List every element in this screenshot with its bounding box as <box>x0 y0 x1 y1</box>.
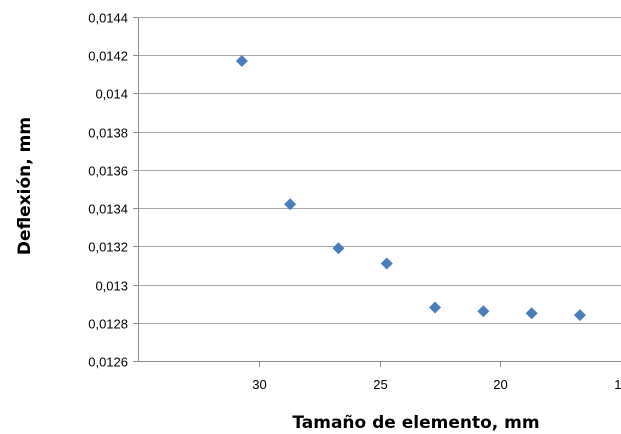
y-tick-label: 0,0132 <box>88 240 128 255</box>
data-point <box>235 54 248 67</box>
data-point <box>380 257 393 270</box>
y-tick-label: 0,0144 <box>88 11 128 26</box>
data-point <box>573 309 586 322</box>
y-tick-label: 0,0126 <box>88 355 128 370</box>
y-tick-label: 0,0136 <box>88 164 128 179</box>
x-axis-title: Tamaño de elemento, mm <box>292 413 539 433</box>
x-tick-label: 20 <box>493 377 507 392</box>
y-tick-label: 0,0142 <box>88 49 128 64</box>
x-tick-label: 25 <box>373 377 387 392</box>
data-points <box>235 54 586 322</box>
data-point <box>429 301 442 314</box>
x-tick-label: 15 <box>614 377 621 392</box>
x-tick-label: 30 <box>252 377 266 392</box>
y-tick-label: 0,0128 <box>88 317 128 332</box>
y-tick-label: 0,0138 <box>88 126 128 141</box>
y-tick-label: 0,014 <box>95 87 128 102</box>
data-point <box>525 307 538 320</box>
tick-labels: 0,0126 0,0128 0,013 0,0132 0,0134 0,0136 0,013… <box>88 11 621 393</box>
y-tick-label: 0,013 <box>95 279 128 294</box>
gridlines <box>138 17 621 324</box>
y-tick-label: 0,0134 <box>88 202 128 217</box>
y-axis-title: Deflexión, mm <box>15 117 35 255</box>
data-point <box>332 242 345 255</box>
axes <box>133 17 621 367</box>
data-point <box>284 198 297 211</box>
data-point <box>477 305 490 318</box>
